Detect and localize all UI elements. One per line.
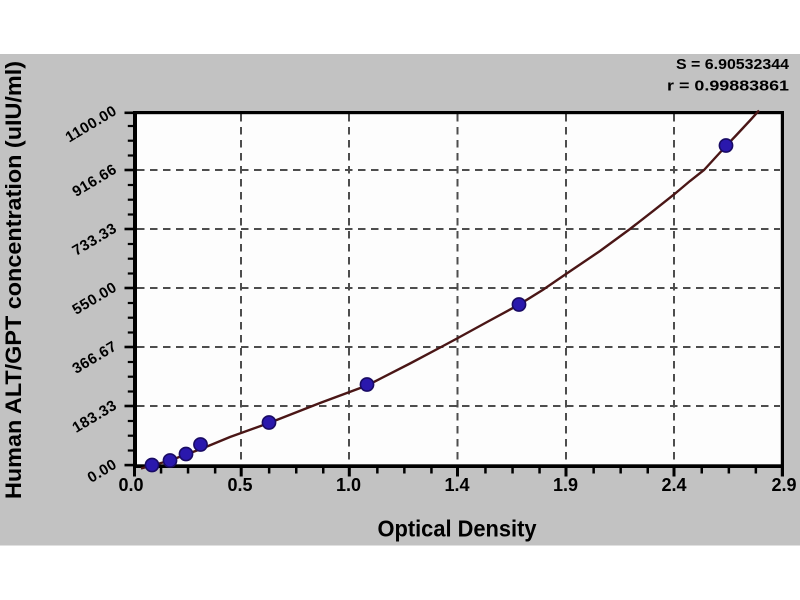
svg-text:0.5: 0.5 bbox=[227, 475, 252, 495]
svg-text:1.4: 1.4 bbox=[444, 475, 469, 495]
svg-text:Human ALT/GPT concentration (: Human ALT/GPT concentration (uIU/ml) bbox=[1, 61, 26, 499]
svg-text:1.0: 1.0 bbox=[336, 475, 361, 495]
svg-text:2.4: 2.4 bbox=[661, 475, 686, 495]
svg-text:S = 6.90532344: S = 6.90532344 bbox=[676, 56, 790, 73]
svg-text:Optical Density: Optical Density bbox=[378, 516, 537, 542]
svg-text:2.9: 2.9 bbox=[771, 475, 796, 495]
svg-text:0.0: 0.0 bbox=[118, 475, 143, 495]
svg-text:1.9: 1.9 bbox=[553, 475, 578, 495]
svg-text:r = 0.99883861: r = 0.99883861 bbox=[667, 78, 789, 95]
